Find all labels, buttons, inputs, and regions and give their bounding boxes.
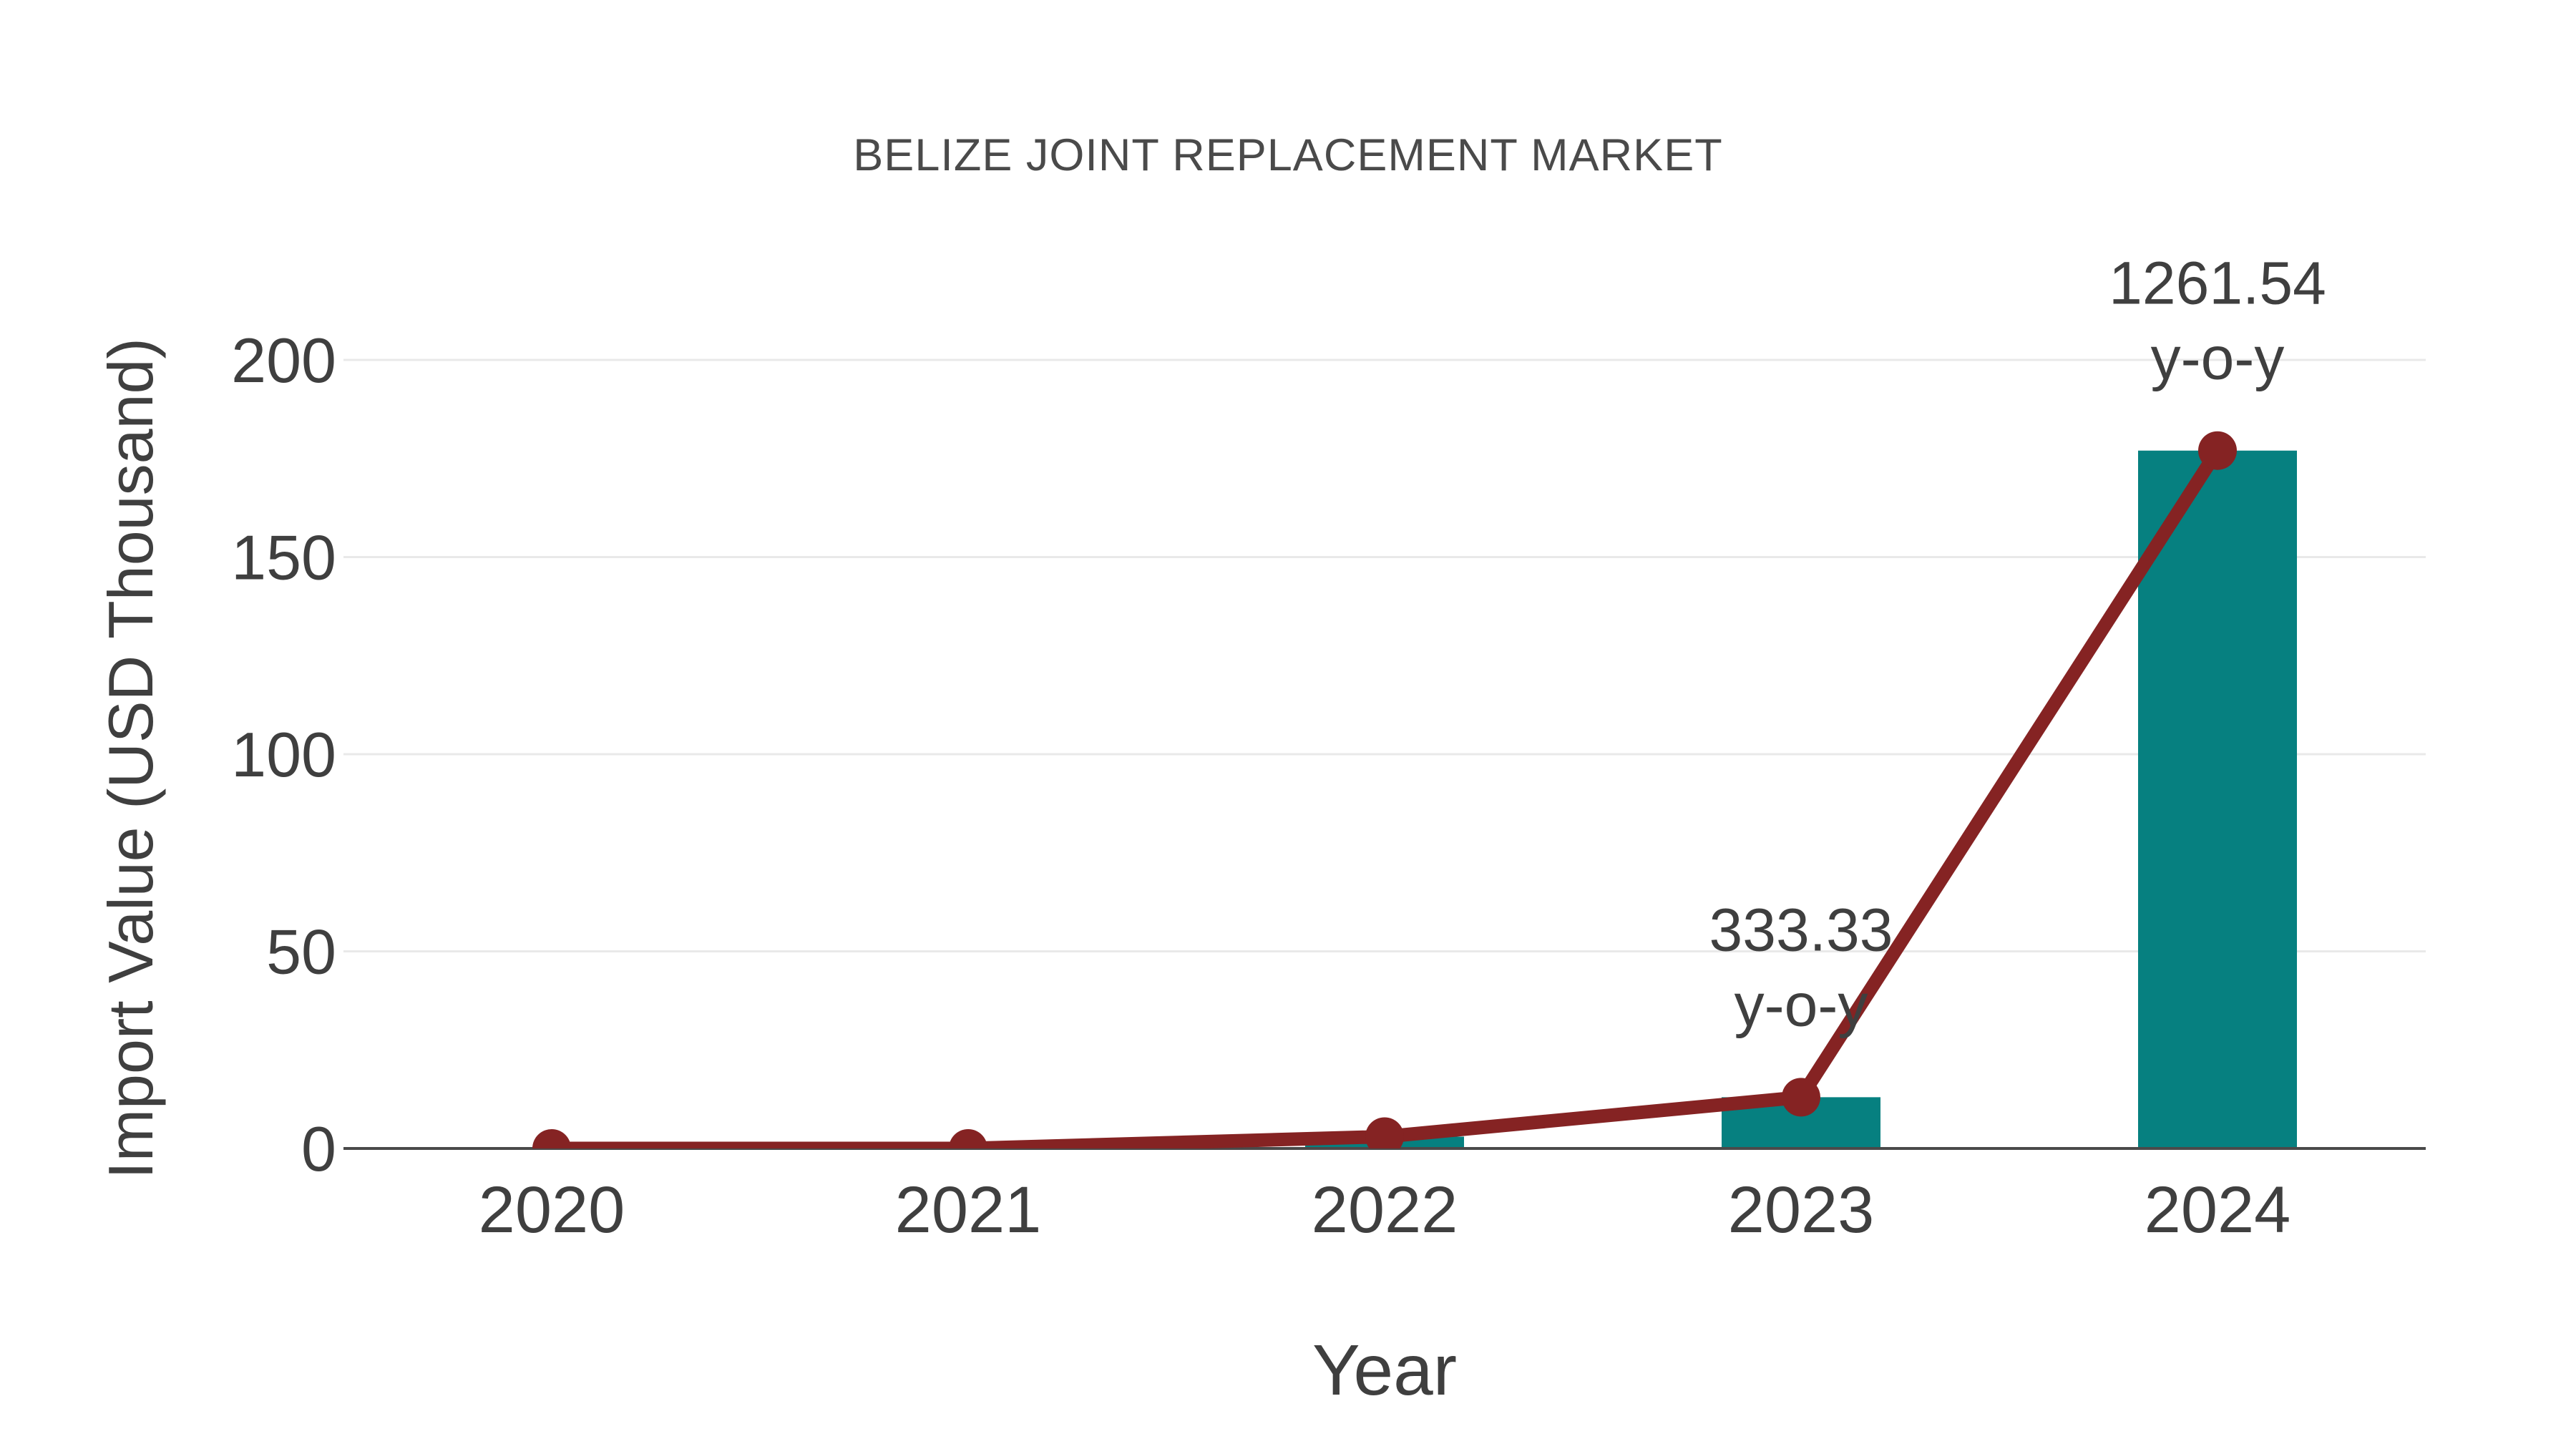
x-tick-label-2024: 2024: [2145, 1174, 2291, 1246]
annotation-2023-line1: 333.33: [1709, 896, 1893, 963]
trend-line-group: [532, 431, 2237, 1148]
y-tick-label-50: 50: [266, 917, 336, 987]
x-axis-title: Year: [1312, 1330, 1458, 1410]
y-tick-label-0: 0: [301, 1113, 336, 1184]
marker-2021: [949, 1129, 987, 1148]
annotation-2023-line2: y-o-y: [1735, 971, 1868, 1038]
marker-2024: [2198, 431, 2237, 470]
y-tick-label-150: 150: [231, 522, 336, 593]
marker-2022: [1365, 1117, 1404, 1148]
x-tick-label-2022: 2022: [1312, 1174, 1458, 1246]
y-tick-label-200: 200: [231, 325, 336, 396]
x-tick-label-2021: 2021: [895, 1174, 1042, 1246]
x-tick-label-2023: 2023: [1728, 1174, 1875, 1246]
trend-line: [552, 447, 2223, 1148]
annotation-2024-line1: 1261.54: [2109, 250, 2326, 317]
marker-2023: [1782, 1078, 1820, 1117]
marker-2020: [532, 1129, 571, 1148]
bar-2024: [2138, 450, 2297, 1148]
y-tick-label-100: 100: [231, 719, 336, 790]
x-tick-label-2020: 2020: [479, 1174, 625, 1246]
chart-title: BELIZE JOINT REPLACEMENT MARKET: [853, 130, 1723, 180]
annotation-2024-line2: y-o-y: [2151, 325, 2285, 392]
